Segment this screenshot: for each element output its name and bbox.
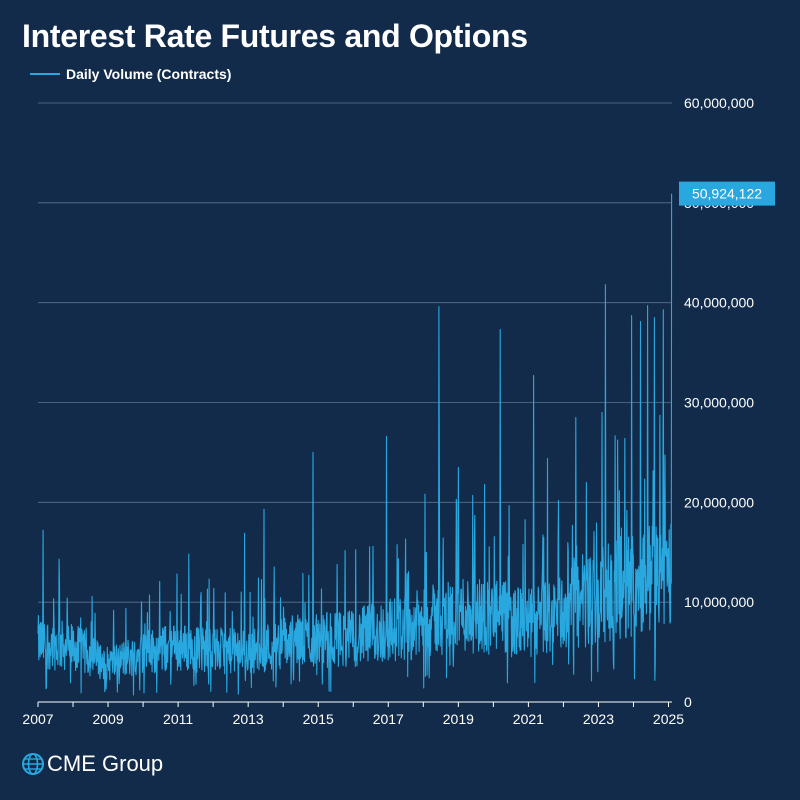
legend-swatch (30, 73, 60, 75)
x-tick-label: 2023 (583, 711, 614, 727)
x-tick-label: 2007 (22, 711, 53, 727)
legend: Daily Volume (Contracts) (30, 66, 231, 82)
globe-icon (22, 753, 44, 775)
x-tick-label: 2021 (513, 711, 544, 727)
x-tick-label: 2015 (303, 711, 334, 727)
last-value-label: 50,924,122 (692, 186, 762, 202)
y-tick-label: 0 (684, 694, 692, 710)
y-tick-label: 30,000,000 (684, 395, 754, 411)
x-tick-label: 2013 (233, 711, 264, 727)
y-tick-label: 20,000,000 (684, 494, 754, 510)
series-volume (37, 193, 673, 696)
x-tick-label: 2025 (653, 711, 684, 727)
chart-title: Interest Rate Futures and Options (22, 18, 528, 54)
x-axis: 2007 2009 2011 2013 2015 2017 2019 2021 2023 2025 (22, 701, 684, 727)
last-value-box (679, 181, 775, 206)
last-value-callout: 50,924,122 (679, 181, 775, 206)
gridlines (38, 102, 672, 603)
x-tick-label: 2009 (92, 711, 123, 727)
brand-name: CME Group (47, 751, 164, 776)
y-tick-label: 10,000,000 (684, 594, 754, 610)
y-tick-label: 60,000,000 (684, 95, 754, 111)
x-tick-label: 2019 (443, 711, 474, 727)
brand-logo: CME Group (22, 751, 163, 777)
x-tick-label: 2011 (163, 711, 193, 727)
legend-label: Daily Volume (Contracts) (66, 66, 232, 82)
series-line (37, 193, 673, 696)
y-tick-label: 40,000,000 (684, 295, 754, 311)
x-tick-label: 2017 (373, 711, 404, 727)
